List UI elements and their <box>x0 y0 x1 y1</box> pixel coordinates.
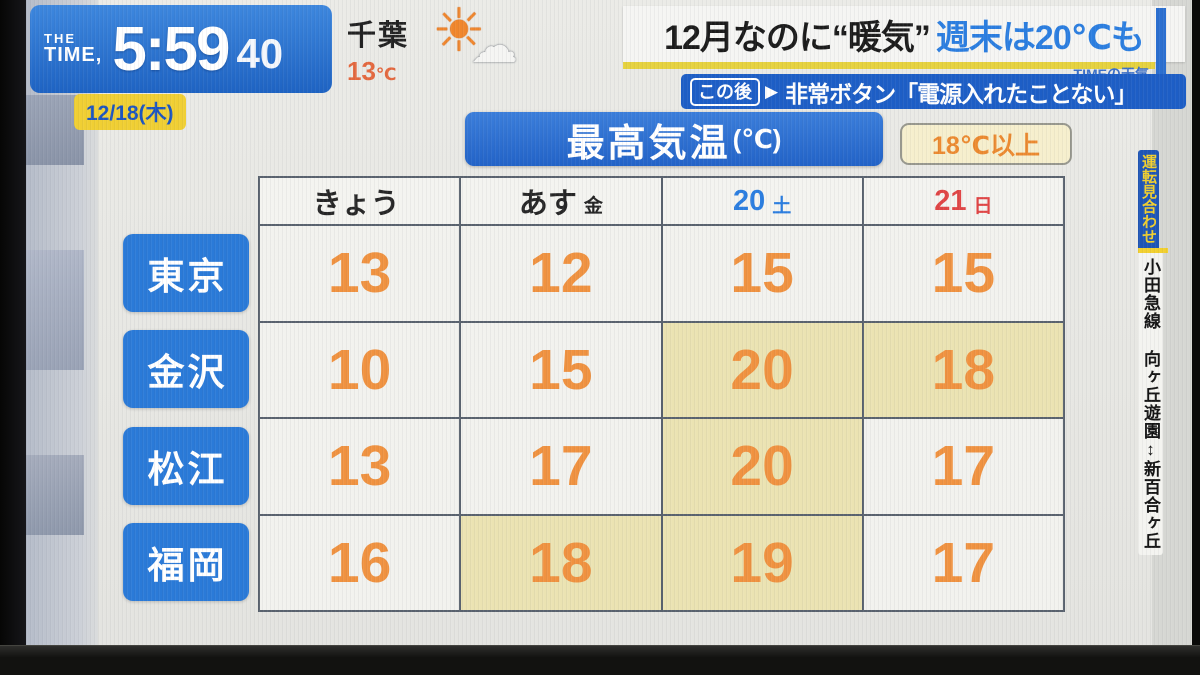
clock-panel: THE TIME, 5:59 40 <box>30 5 332 93</box>
column-header-today: きょう <box>260 178 460 224</box>
headline-text-black: 12月なのに“暖気” <box>664 18 931 57</box>
temperature-table: きょう あす金 20 土 21 日 13 12 15 15 10 15 20 18 … <box>258 176 1065 612</box>
background-skyline-band <box>26 250 84 370</box>
local-weather: 千葉 13℃ <box>347 12 409 87</box>
highlight-legend: 18℃以上 <box>900 123 1072 165</box>
coming-up-badge: この後 <box>690 77 760 106</box>
program-logo-line2: TIME, <box>44 44 103 67</box>
temp-cell: 12 <box>461 226 661 321</box>
headline-accent-bar <box>1156 8 1166 80</box>
temp-cell: 19 <box>662 515 862 610</box>
headline-text-blue: 週末は20℃も <box>935 18 1145 57</box>
background-skyline-band <box>26 455 84 535</box>
temp-cell: 13 <box>260 419 460 514</box>
cloud-icon: ☁ <box>470 20 518 73</box>
clock-time: 5:59 <box>112 14 230 84</box>
coming-up-text: 非常ボタン「電源入れたことない」 <box>785 80 1137 107</box>
row-label-kanazawa: 金沢 <box>123 330 249 408</box>
local-weather-city: 千葉 <box>347 20 410 52</box>
temp-cell: 20 <box>662 322 862 417</box>
train-notice-divider <box>1138 248 1168 253</box>
temp-cell: 13 <box>260 226 460 321</box>
play-arrow-icon: ▶ <box>765 81 779 101</box>
tv-bezel-left <box>0 0 26 675</box>
temp-cell: 17 <box>863 419 1063 514</box>
row-label-fukuoka: 福岡 <box>123 523 249 601</box>
clock-seconds: 40 <box>236 30 284 77</box>
row-label-matsue: 松江 <box>123 427 249 505</box>
column-header-saturday: 20 土 <box>662 178 862 224</box>
train-notice-status: 運転見合わせ <box>1138 150 1159 248</box>
train-notice-detail: 小田急線 向ヶ丘遊園↕新百合ヶ丘 <box>1138 253 1163 555</box>
column-header-sunday: 21 日 <box>863 178 1063 224</box>
board-title-text: 最高気温 <box>566 122 731 165</box>
headline-banner: 12月なのに“暖気” 週末は20℃も <box>623 6 1185 62</box>
program-logo: THE TIME, <box>44 32 102 67</box>
temp-cell: 15 <box>461 322 661 417</box>
column-header-tomorrow: あす金 <box>461 178 661 224</box>
program-logo-line1: THE <box>44 30 76 46</box>
temp-cell: 15 <box>662 226 862 321</box>
headline-underline <box>623 62 1155 69</box>
tv-screen: THE TIME, 5:59 40 12/18(木) 千葉 13℃ ☀ ☁ 12… <box>26 0 1192 645</box>
train-notice-banner: 運転見合わせ 小田急線 向ヶ丘遊園↕新百合ヶ丘 <box>1138 150 1168 555</box>
sun-behind-cloud-icon: ☀ ☁ <box>430 0 540 86</box>
local-weather-unit: ℃ <box>375 65 397 84</box>
tv-bezel-right <box>1192 0 1200 675</box>
board-title-unit: (℃) <box>732 123 782 154</box>
coming-up-banner: この後 ▶ 非常ボタン「電源入れたことない」 <box>681 74 1186 109</box>
temp-cell: 18 <box>863 322 1063 417</box>
date-badge: 12/18(木) <box>74 94 186 130</box>
board-title: 最高気温 (℃) <box>465 112 883 166</box>
temp-cell: 17 <box>461 419 661 514</box>
temp-cell: 16 <box>260 515 460 610</box>
temp-cell: 18 <box>461 515 661 610</box>
tv-bezel-bottom <box>0 645 1200 675</box>
temp-cell: 15 <box>863 226 1063 321</box>
temp-cell: 20 <box>662 419 862 514</box>
local-weather-temp: 13℃ <box>347 56 397 86</box>
row-label-tokyo: 東京 <box>123 234 249 312</box>
temp-cell: 17 <box>863 515 1063 610</box>
sun-icon: ☀ <box>432 0 486 64</box>
temp-cell: 10 <box>260 322 460 417</box>
